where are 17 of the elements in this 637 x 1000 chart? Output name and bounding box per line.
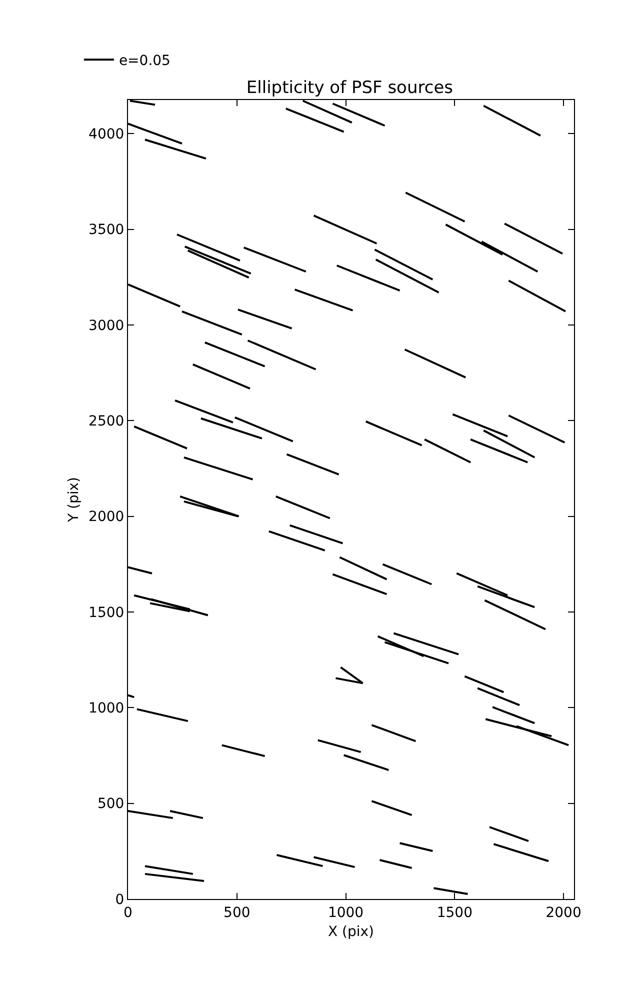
y-tick-label: 500: [97, 796, 124, 812]
x-tick-label: 1500: [436, 904, 472, 921]
x-tick-label: 1000: [328, 904, 364, 921]
y-tick-label: 1500: [88, 604, 124, 621]
y-axis-title: Y (pix): [66, 477, 82, 523]
x-axis-title: X (pix): [328, 924, 374, 940]
y-tick-label: 4000: [88, 126, 124, 143]
y-tick-label: 2500: [88, 414, 124, 430]
y-tick-label: 3000: [88, 318, 124, 334]
legend-label: e=0.05: [118, 53, 170, 70]
y-tick-label: 1000: [88, 700, 124, 717]
x-tick-label: 2000: [546, 904, 582, 921]
y-tick-label: 3500: [88, 222, 124, 238]
chart-title: Ellipticity of PSF sources: [246, 78, 454, 98]
y-tick-label: 0: [115, 892, 124, 908]
x-tick-label: 500: [224, 904, 250, 921]
y-tick-label: 2000: [88, 509, 124, 526]
